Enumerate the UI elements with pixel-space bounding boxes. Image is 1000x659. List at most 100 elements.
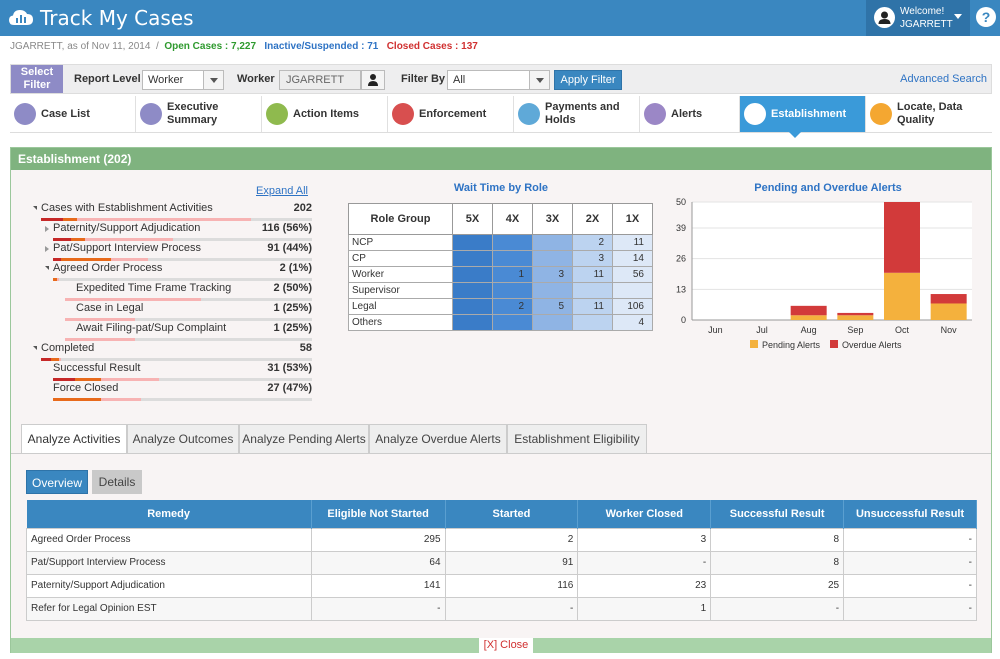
wait-time-cell[interactable] — [532, 314, 573, 331]
caret-right-icon[interactable] — [45, 226, 49, 232]
remedy-value-cell[interactable]: 2 — [444, 527, 579, 552]
wait-time-cell[interactable]: 11 — [572, 298, 613, 315]
remedy-value-cell[interactable]: 3 — [577, 527, 712, 552]
wait-time-cell[interactable] — [452, 314, 493, 331]
remedy-value-cell[interactable]: 1 — [577, 596, 712, 621]
wait-time-cell[interactable] — [452, 282, 493, 299]
wait-time-cell[interactable] — [612, 282, 653, 299]
wait-time-cell[interactable] — [452, 298, 493, 315]
remedy-value-cell[interactable]: - — [843, 527, 977, 552]
wait-time-cell[interactable] — [532, 234, 573, 251]
wait-time-cell[interactable]: 2 — [572, 234, 613, 251]
worker-field[interactable]: JGARRETT — [279, 70, 361, 90]
wait-time-cell[interactable] — [492, 234, 533, 251]
tree-row[interactable]: Successful Result 31 (53%) — [53, 361, 312, 381]
worker-lookup-button[interactable] — [361, 70, 385, 90]
remedy-value-cell[interactable]: - — [710, 596, 845, 621]
tab-establishment-eligibility[interactable]: Establishment Eligibility — [507, 424, 647, 454]
remedy-value-cell[interactable]: - — [444, 596, 579, 621]
wait-time-cell[interactable]: 14 — [612, 250, 653, 267]
wait-time-cell[interactable]: 3 — [572, 250, 613, 267]
wait-time-cell[interactable]: 11 — [572, 266, 613, 283]
nav-enforcement[interactable]: Enforcement — [388, 96, 514, 132]
inactive-cases-link[interactable]: Inactive/Suspended : 71 — [264, 41, 379, 52]
tree-row[interactable]: Pat/Support Interview Process 91 (44%) — [45, 241, 312, 261]
remedy-value-cell[interactable]: 64 — [310, 550, 446, 575]
remedy-column-header[interactable]: Successful Result — [710, 500, 845, 528]
remedy-value-cell[interactable]: 8 — [710, 550, 845, 575]
caret-down-icon[interactable] — [33, 206, 37, 210]
nav-establishment[interactable]: Establishment — [740, 96, 866, 132]
filter-by-select[interactable]: All — [447, 70, 550, 90]
remedy-value-cell[interactable]: - — [843, 596, 977, 621]
overview-subtab[interactable]: Overview — [26, 470, 88, 494]
select-filter-button[interactable]: Select Filter — [11, 65, 63, 93]
nav-action-items[interactable]: Action Items — [262, 96, 388, 132]
tab-analyze-pending-alerts[interactable]: Analyze Pending Alerts — [239, 424, 369, 454]
remedy-value-cell[interactable]: - — [577, 550, 712, 575]
wait-time-cell[interactable] — [572, 314, 613, 331]
closed-cases-link[interactable]: Closed Cases : 137 — [386, 41, 478, 52]
wait-time-cell[interactable]: 5 — [532, 298, 573, 315]
remedy-column-header[interactable]: Remedy — [26, 500, 312, 528]
wait-time-cell[interactable] — [452, 266, 493, 283]
tree-row[interactable]: Agreed Order Process 2 (1%) — [45, 261, 312, 281]
wait-time-cell[interactable]: 4 — [612, 314, 653, 331]
remedy-column-header[interactable]: Worker Closed — [577, 500, 712, 528]
tab-analyze-outcomes[interactable]: Analyze Outcomes — [127, 424, 239, 454]
remedy-value-cell[interactable]: 23 — [577, 573, 712, 598]
remedy-value-cell[interactable]: 25 — [710, 573, 845, 598]
wait-time-cell[interactable]: 1 — [492, 266, 533, 283]
details-subtab[interactable]: Details — [92, 470, 142, 494]
nav-alerts[interactable]: Alerts — [640, 96, 740, 132]
close-button[interactable]: [X] Close — [479, 638, 533, 653]
apply-filter-button[interactable]: Apply Filter — [554, 70, 622, 90]
remedy-value-cell[interactable]: - — [310, 596, 446, 621]
tree-row[interactable]: Paternity/Support Adjudication 116 (56%) — [45, 221, 312, 241]
nav-payments-holds[interactable]: Payments and Holds — [514, 96, 640, 132]
help-icon[interactable]: ? — [976, 7, 996, 27]
wait-time-cell[interactable] — [452, 250, 493, 267]
tree-row[interactable]: Await Filing-pat/Sup Complaint 1 (25%) — [65, 321, 312, 341]
wait-time-cell[interactable]: 11 — [612, 234, 653, 251]
advanced-search-link[interactable]: Advanced Search — [900, 73, 987, 85]
caret-down-icon[interactable] — [33, 346, 37, 350]
remedy-value-cell[interactable]: - — [843, 550, 977, 575]
wait-time-cell[interactable] — [492, 282, 533, 299]
tree-row[interactable]: Expedited Time Frame Tracking 2 (50%) — [65, 281, 312, 301]
remedy-value-cell[interactable]: 8 — [710, 527, 845, 552]
remedy-value-cell[interactable]: - — [843, 573, 977, 598]
nav-locate-data-quality[interactable]: Locate, Data Quality — [866, 96, 992, 132]
tree-row[interactable]: Force Closed 27 (47%) — [53, 381, 312, 401]
remedy-column-header[interactable]: Eligible Not Started — [311, 500, 446, 528]
wait-time-cell[interactable] — [452, 234, 493, 251]
user-menu[interactable]: Welcome! JGARRETT — [866, 0, 970, 36]
caret-down-icon[interactable] — [45, 266, 49, 270]
remedy-column-header[interactable]: Started — [445, 500, 579, 528]
expand-all-link[interactable]: Expand All — [256, 185, 308, 197]
tab-analyze-overdue-alerts[interactable]: Analyze Overdue Alerts — [369, 424, 507, 454]
caret-right-icon[interactable] — [45, 246, 49, 252]
wait-time-cell[interactable] — [532, 250, 573, 267]
remedy-value-cell[interactable]: 116 — [444, 573, 579, 598]
tree-row[interactable]: Case in Legal 1 (25%) — [65, 301, 312, 321]
open-cases-link[interactable]: Open Cases : 7,227 — [164, 41, 257, 52]
tree-row[interactable]: Cases with Establishment Activities 202 — [33, 201, 312, 221]
tree-row[interactable]: Completed 58 — [33, 341, 312, 361]
nav-case-list[interactable]: Case List — [10, 96, 136, 132]
remedy-column-header[interactable]: Unsuccessful Result — [843, 500, 977, 528]
wait-time-cell[interactable] — [532, 282, 573, 299]
wait-time-cell[interactable]: 3 — [532, 266, 573, 283]
wait-time-cell[interactable] — [492, 250, 533, 267]
wait-time-cell[interactable]: 56 — [612, 266, 653, 283]
wait-time-cell[interactable]: 2 — [492, 298, 533, 315]
wait-time-cell[interactable] — [492, 314, 533, 331]
remedy-value-cell[interactable]: 91 — [444, 550, 579, 575]
tab-analyze-activities[interactable]: Analyze Activities — [21, 424, 127, 454]
report-level-select[interactable]: Worker — [142, 70, 224, 90]
wait-time-cell[interactable]: 106 — [612, 298, 653, 315]
wait-time-cell[interactable] — [572, 282, 613, 299]
nav-executive-summary[interactable]: Executive Summary — [136, 96, 262, 132]
remedy-value-cell[interactable]: 141 — [310, 573, 446, 598]
remedy-value-cell[interactable]: 295 — [310, 527, 446, 552]
